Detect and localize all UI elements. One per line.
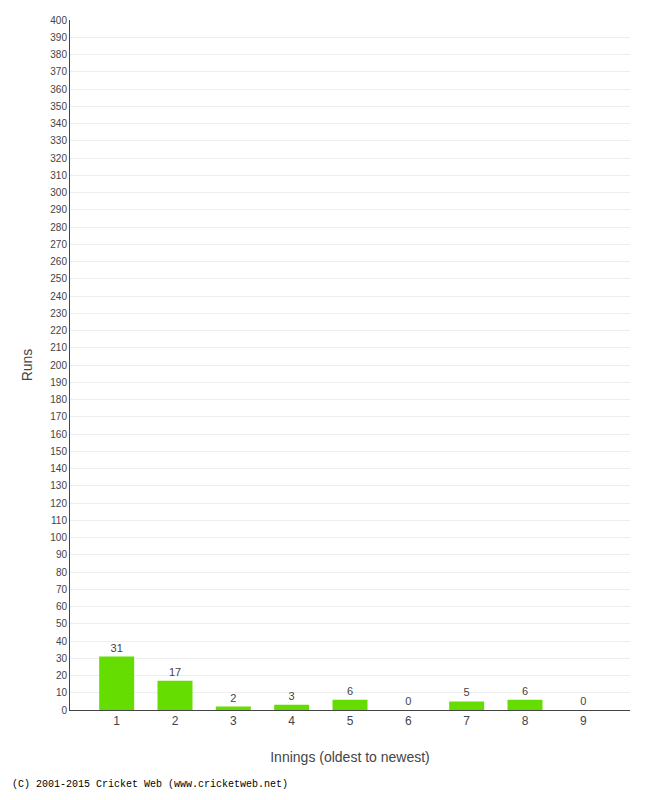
svg-text:6: 6: [347, 685, 353, 697]
svg-text:17: 17: [169, 666, 181, 678]
svg-text:50: 50: [56, 618, 68, 629]
svg-text:60: 60: [56, 601, 68, 612]
svg-text:10: 10: [56, 687, 68, 698]
svg-text:0: 0: [405, 695, 411, 707]
svg-text:250: 250: [50, 273, 67, 284]
svg-text:190: 190: [50, 377, 67, 388]
svg-text:270: 270: [50, 239, 67, 250]
svg-text:390: 390: [50, 32, 67, 43]
svg-text:4: 4: [288, 714, 295, 728]
svg-text:180: 180: [50, 394, 67, 405]
svg-text:140: 140: [50, 463, 67, 474]
svg-text:320: 320: [50, 153, 67, 164]
svg-text:240: 240: [50, 291, 67, 302]
svg-text:130: 130: [50, 480, 67, 491]
svg-text:260: 260: [50, 256, 67, 267]
svg-text:2: 2: [230, 692, 236, 704]
svg-text:3: 3: [230, 714, 237, 728]
svg-text:210: 210: [50, 342, 67, 353]
svg-text:8: 8: [522, 714, 529, 728]
svg-text:0: 0: [580, 695, 586, 707]
svg-text:330: 330: [50, 135, 67, 146]
svg-text:2: 2: [172, 714, 179, 728]
svg-text:110: 110: [51, 515, 67, 526]
svg-text:350: 350: [50, 101, 67, 112]
svg-text:3: 3: [289, 690, 295, 702]
svg-text:200: 200: [50, 360, 67, 371]
svg-text:280: 280: [50, 222, 67, 233]
svg-text:300: 300: [50, 187, 67, 198]
svg-text:310: 310: [50, 170, 67, 181]
svg-text:5: 5: [347, 714, 354, 728]
svg-text:31: 31: [111, 642, 123, 654]
svg-text:40: 40: [56, 636, 68, 647]
svg-text:7: 7: [463, 714, 470, 728]
svg-text:220: 220: [50, 325, 67, 336]
svg-text:290: 290: [50, 204, 67, 215]
svg-text:370: 370: [50, 66, 67, 77]
svg-text:90: 90: [56, 549, 68, 560]
svg-text:Runs: Runs: [19, 349, 35, 382]
svg-text:20: 20: [56, 670, 68, 681]
svg-text:360: 360: [50, 84, 67, 95]
svg-text:Innings (oldest to newest): Innings (oldest to newest): [270, 749, 430, 765]
svg-text:6: 6: [405, 714, 412, 728]
svg-text:80: 80: [56, 567, 68, 578]
svg-text:400: 400: [50, 15, 67, 26]
svg-text:(C) 2001-2015 Cricket Web (www: (C) 2001-2015 Cricket Web (www.cricketwe…: [12, 779, 288, 790]
svg-text:1: 1: [113, 714, 120, 728]
svg-text:70: 70: [56, 584, 68, 595]
svg-text:150: 150: [50, 446, 67, 457]
svg-text:380: 380: [50, 49, 67, 60]
svg-text:5: 5: [464, 686, 470, 698]
svg-text:230: 230: [50, 308, 67, 319]
svg-text:0: 0: [61, 705, 67, 716]
svg-text:9: 9: [580, 714, 587, 728]
svg-text:30: 30: [56, 653, 68, 664]
svg-text:100: 100: [50, 532, 67, 543]
svg-text:340: 340: [50, 118, 67, 129]
svg-text:120: 120: [50, 498, 67, 509]
svg-text:160: 160: [50, 429, 67, 440]
svg-text:170: 170: [50, 411, 67, 422]
svg-text:6: 6: [522, 685, 528, 697]
